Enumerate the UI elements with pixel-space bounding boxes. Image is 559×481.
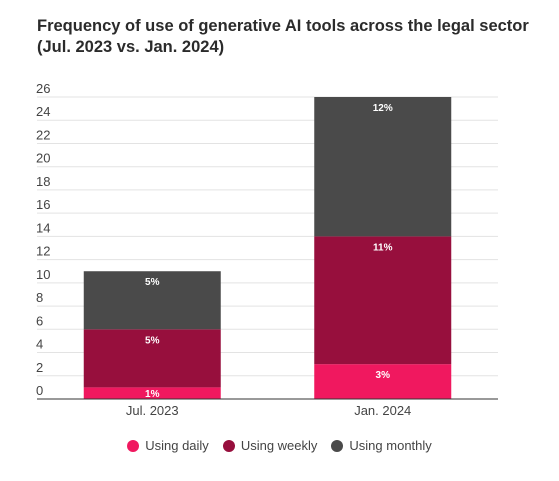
x-category-label: Jan. 2024 (354, 403, 411, 418)
y-tick-label: 14 (36, 220, 50, 235)
legend-item-weekly[interactable]: Using weekly (222, 438, 318, 453)
data-label: 5% (145, 277, 160, 288)
data-label: 5% (145, 335, 160, 346)
bar-segment (314, 97, 452, 237)
y-tick-label: 6 (36, 313, 43, 328)
bar-segment (314, 236, 452, 365)
y-tick-label: 0 (36, 383, 43, 398)
x-category-label: Jul. 2023 (126, 403, 179, 418)
chart-title-line-2: (Jul. 2023 vs. Jan. 2024) (37, 38, 225, 56)
y-tick-label: 4 (36, 337, 43, 352)
legend-label-daily: Using daily (145, 438, 209, 453)
y-tick-label: 26 (36, 81, 50, 96)
y-tick-label: 16 (36, 197, 50, 212)
legend-label-monthly: Using monthly (349, 438, 432, 453)
y-tick-label: 8 (36, 290, 43, 305)
chart-title: Frequency of use of generative AI tools … (37, 16, 537, 58)
legend-swatch-weekly (222, 439, 235, 452)
bar-segment (314, 364, 452, 399)
bar-segment (83, 271, 221, 330)
bar-segment (83, 329, 221, 388)
chart-legend: Using daily Using weekly Using monthly (0, 438, 559, 453)
y-tick-label: 10 (36, 267, 50, 282)
data-label: 1% (145, 389, 160, 400)
y-tick-label: 18 (36, 174, 50, 189)
legend-label-weekly: Using weekly (240, 438, 318, 453)
data-label: 11% (373, 242, 393, 253)
legend-swatch-daily (127, 439, 140, 452)
chart-title-line-1: Frequency of use of generative AI tools … (37, 17, 529, 35)
bar-segment (83, 387, 221, 399)
y-tick-label: 22 (36, 127, 50, 142)
y-tick-label: 12 (36, 244, 50, 259)
y-tick-label: 2 (36, 360, 43, 375)
data-label: 12% (373, 103, 393, 114)
y-tick-label: 20 (36, 151, 50, 166)
legend-item-daily[interactable]: Using daily (127, 438, 209, 453)
y-tick-label: 24 (36, 104, 50, 119)
legend-swatch-monthly (331, 439, 344, 452)
legend-item-monthly[interactable]: Using monthly (331, 438, 432, 453)
data-label: 3% (376, 370, 391, 381)
